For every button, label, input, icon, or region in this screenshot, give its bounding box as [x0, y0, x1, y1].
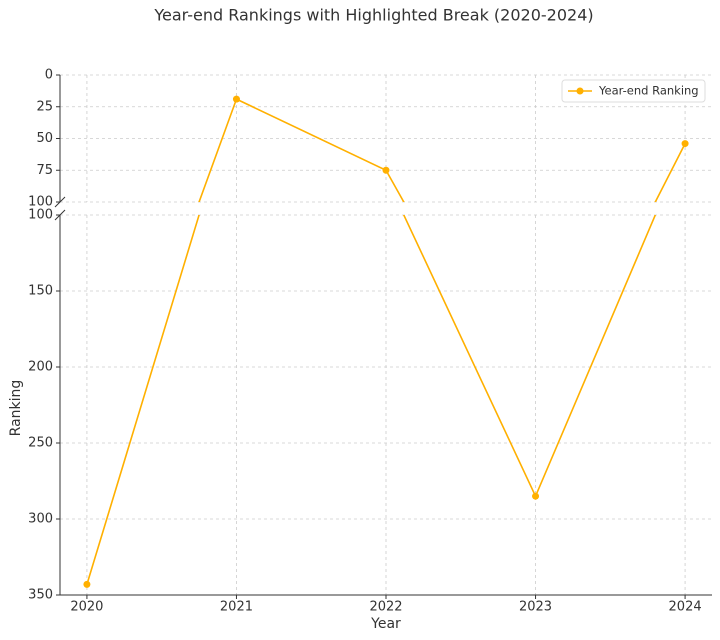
y-tick-label: 75: [36, 163, 53, 178]
y-tick-label: 150: [28, 284, 53, 299]
y-tick-label: 0: [45, 68, 53, 83]
point: [83, 580, 91, 588]
point: [232, 95, 240, 103]
y-tick-label: 250: [28, 436, 53, 451]
x-tick-label: 2020: [70, 600, 103, 615]
y-tick-label: 100: [28, 195, 53, 210]
legend-label: Year-end Ranking: [598, 84, 699, 98]
point: [532, 492, 540, 500]
series: [86, 215, 657, 585]
x-axis-label: Year: [370, 616, 401, 632]
x-tick-label: 2024: [669, 600, 702, 615]
y-axis-label: Ranking: [8, 380, 24, 437]
legend-box: [561, 79, 706, 103]
y-tick-label: 50: [36, 131, 53, 146]
axis-break: [54, 209, 66, 221]
y-tick-label: 100: [28, 208, 53, 223]
line: [86, 215, 657, 585]
axis-break: [54, 196, 66, 208]
point: [382, 166, 390, 174]
y-tick-label: 350: [28, 588, 53, 603]
y-tick-label: 25: [36, 99, 53, 114]
x-tick-label: 2023: [519, 600, 552, 615]
y-tick-label: 300: [28, 512, 53, 527]
chart-title: Year-end Rankings with Highlighted Break…: [153, 6, 593, 25]
x-tick-label: 2021: [220, 600, 253, 615]
x-tick-label: 2022: [369, 600, 402, 615]
point: [681, 140, 689, 148]
legend-marker: [576, 87, 584, 95]
y-tick-label: 200: [28, 360, 53, 375]
